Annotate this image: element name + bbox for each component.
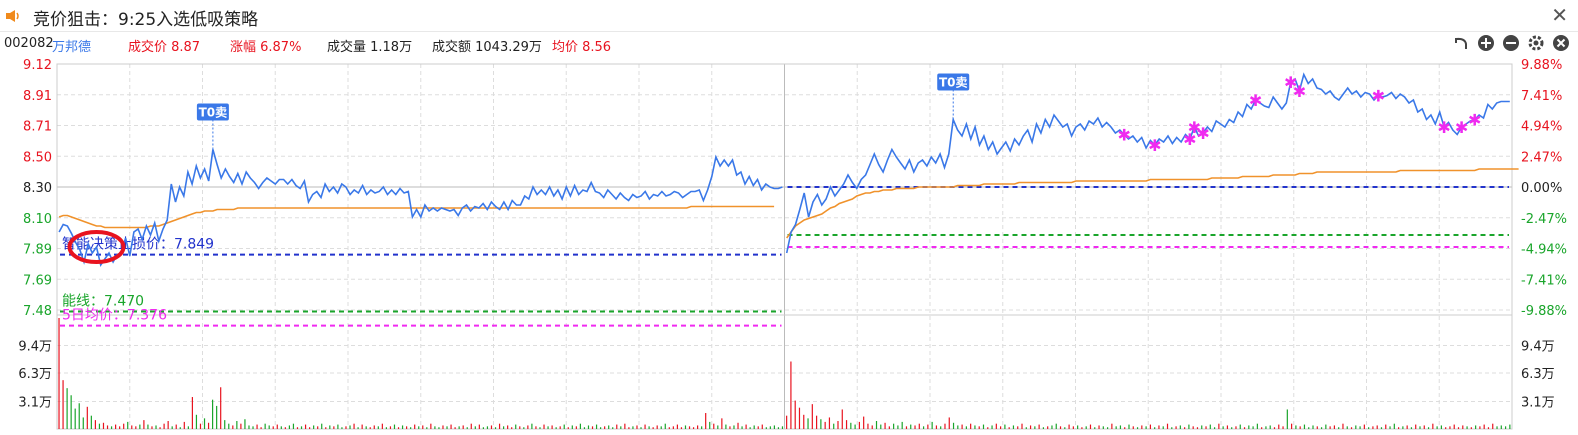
volume-field: 成交量 1.18万 [327, 40, 413, 55]
price-tick-label: 8.50 [23, 150, 52, 165]
window-close-button[interactable]: ✕ [1551, 3, 1568, 27]
star-mark: ✱ [1117, 126, 1130, 145]
volume-tick-label: 3.1万 [1521, 395, 1555, 410]
settings-icon[interactable] [1527, 34, 1545, 52]
quote-info-bar: 002082 万邦德 成交价 8.87 涨幅 6.87% 成交量 1.18万 成… [0, 32, 1578, 56]
day1-five-day-avg-label: 5日均价：7.376 [62, 308, 167, 324]
price-tick-label: 8.10 [23, 212, 52, 227]
t0-sell-badge [937, 73, 970, 91]
volume-tick-label: 9.4万 [18, 340, 52, 355]
star-mark: ✱ [1183, 130, 1196, 149]
star-mark: ✱ [1188, 118, 1201, 137]
pct-tick-label: -4.94% [1521, 243, 1567, 258]
chart-frame [56, 63, 1513, 430]
red-circle-annotation [67, 230, 126, 264]
star-mark: ✱ [1196, 124, 1209, 143]
price-tick-label: 8.30 [23, 181, 52, 196]
volume-tick-label: 3.1万 [18, 395, 52, 410]
t0-sell-label: T0卖 [939, 75, 968, 90]
zoom-out-icon[interactable] [1502, 34, 1520, 52]
price-line-day2 [785, 72, 1510, 254]
star-mark: ✱ [1507, 56, 1520, 60]
pct-tick-label: 2.47% [1521, 150, 1562, 165]
price-tick-label: 7.89 [23, 243, 52, 258]
pct-tick-label: -7.41% [1521, 273, 1567, 288]
star-mark: ✱ [1468, 111, 1481, 130]
price-tick-label: 8.91 [23, 89, 52, 104]
star-mark: ✱ [1284, 73, 1297, 92]
volume-tick-label: 6.3万 [1521, 367, 1555, 382]
stock-code: 002082 [4, 36, 54, 51]
price-line-day1 [58, 149, 783, 267]
star-mark: ✱ [1455, 118, 1468, 137]
price-tick-label: 9.12 [23, 58, 52, 73]
amount-field: 成交额 1043.29万 [432, 40, 542, 55]
star-mark: ✱ [1372, 87, 1385, 106]
day1-stop-loss-label: 智能决策止损价：7.849 [62, 236, 214, 253]
avg-price-field: 均价 8.56 [552, 40, 612, 55]
pct-tick-label: 9.88% [1521, 58, 1562, 73]
undo-icon[interactable] [1452, 34, 1470, 52]
pct-tick-label: -9.88% [1521, 304, 1567, 319]
day1-energy-line-label: 能线：7.470 [62, 294, 144, 310]
t0-sell-badge [196, 103, 229, 121]
pct-tick-label: 0.00% [1521, 181, 1562, 196]
pct-tick-label: 7.41% [1521, 89, 1562, 104]
change-field: 涨幅 6.87% [230, 40, 302, 55]
zoom-in-icon[interactable] [1477, 34, 1495, 52]
close-icon[interactable] [1552, 34, 1570, 52]
volume-tick-label: 6.3万 [18, 367, 52, 382]
pct-tick-label: -2.47% [1521, 212, 1567, 227]
avg-price-line-day2 [786, 168, 1519, 239]
star-mark: ✱ [1293, 82, 1306, 101]
volume-tick-label: 9.4万 [1521, 340, 1555, 355]
title-bar: 竞价狙击：9:25入选低吸策略 ✕ [0, 0, 1578, 32]
price-tick-label: 7.48 [23, 304, 52, 319]
intraday-chart: 9.12 8.91 8.71 8.50 8.30 8.10 7.89 7.69 7.48 9.88… [18, 56, 1567, 430]
speaker-icon [6, 10, 19, 22]
star-mark: ✱ [1437, 118, 1450, 137]
stock-name[interactable]: 万邦德 [52, 40, 92, 55]
price-field: 成交价 8.87 [128, 40, 201, 55]
price-tick-label: 8.71 [23, 120, 52, 135]
star-mark: ✱ [1249, 91, 1262, 110]
pct-tick-label: 4.94% [1521, 120, 1562, 135]
star-mark: ✱ [1148, 136, 1161, 155]
t0-sell-label: T0卖 [199, 105, 228, 120]
window-title: 竞价狙击：9:25入选低吸策略 [33, 10, 259, 30]
price-tick-label: 7.69 [23, 273, 52, 288]
